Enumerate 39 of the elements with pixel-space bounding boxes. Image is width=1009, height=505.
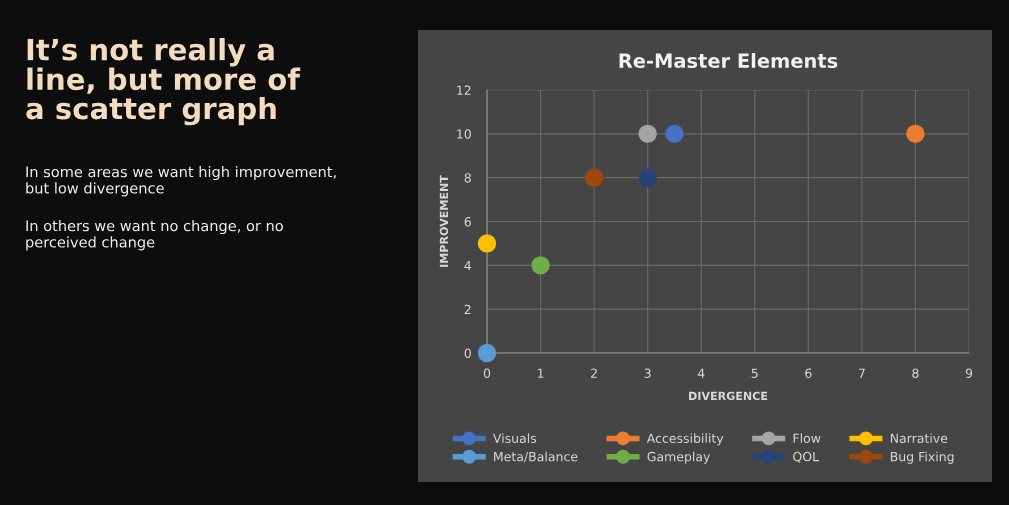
point bbox=[906, 124, 925, 144]
y-tick-label: 10 bbox=[457, 129, 471, 139]
y-tick-label: 4 bbox=[464, 260, 472, 271]
x-tick-label: 4 bbox=[697, 368, 705, 378]
point bbox=[665, 124, 684, 144]
x-tick-label: 6 bbox=[805, 368, 812, 378]
legend-label: Accessibility bbox=[646, 433, 724, 446]
x-tick-label: 3 bbox=[644, 368, 651, 378]
x-tick-label: 0 bbox=[483, 368, 491, 378]
y-tick-label: 2 bbox=[464, 304, 471, 314]
point bbox=[638, 124, 657, 144]
x-tick-label: 8 bbox=[912, 368, 919, 378]
point bbox=[531, 256, 550, 275]
point bbox=[638, 168, 657, 187]
x-tick-label: 7 bbox=[858, 368, 865, 378]
x-tick-label: 9 bbox=[965, 368, 973, 378]
text: In others we want no change, or no perceived change bbox=[26, 220, 283, 251]
point bbox=[477, 234, 497, 253]
legend-label: Gameplay bbox=[647, 451, 711, 464]
legend-label: Meta/Balance bbox=[494, 451, 578, 463]
y-tick-label: 0 bbox=[464, 348, 471, 358]
legend-label: Visuals bbox=[493, 433, 537, 443]
x-tick-label: 1 bbox=[537, 368, 544, 378]
legend-label: Flow bbox=[793, 433, 821, 443]
text: It’s not really a line, but more of a scatter graph bbox=[26, 38, 301, 126]
y-axis-title: IMPROVEMENT bbox=[439, 175, 449, 267]
legend-label: Bug Fixing bbox=[890, 451, 954, 464]
x-axis-title: DIVERGENCE bbox=[689, 391, 768, 401]
y-tick-label: 12 bbox=[457, 85, 471, 95]
y-tick-label: 6 bbox=[464, 216, 471, 227]
x-tick-label: 5 bbox=[751, 368, 758, 378]
x-tick-label: 2 bbox=[591, 368, 597, 378]
legend-label: Narrative bbox=[890, 433, 948, 443]
legend-label: QOL bbox=[793, 451, 819, 463]
point bbox=[477, 343, 497, 363]
chart-title: Re-Master Elements bbox=[619, 53, 838, 69]
text: In some areas we want high improvement, but low divergence bbox=[26, 166, 336, 197]
point bbox=[584, 168, 604, 187]
y-tick-label: 8 bbox=[464, 173, 471, 183]
